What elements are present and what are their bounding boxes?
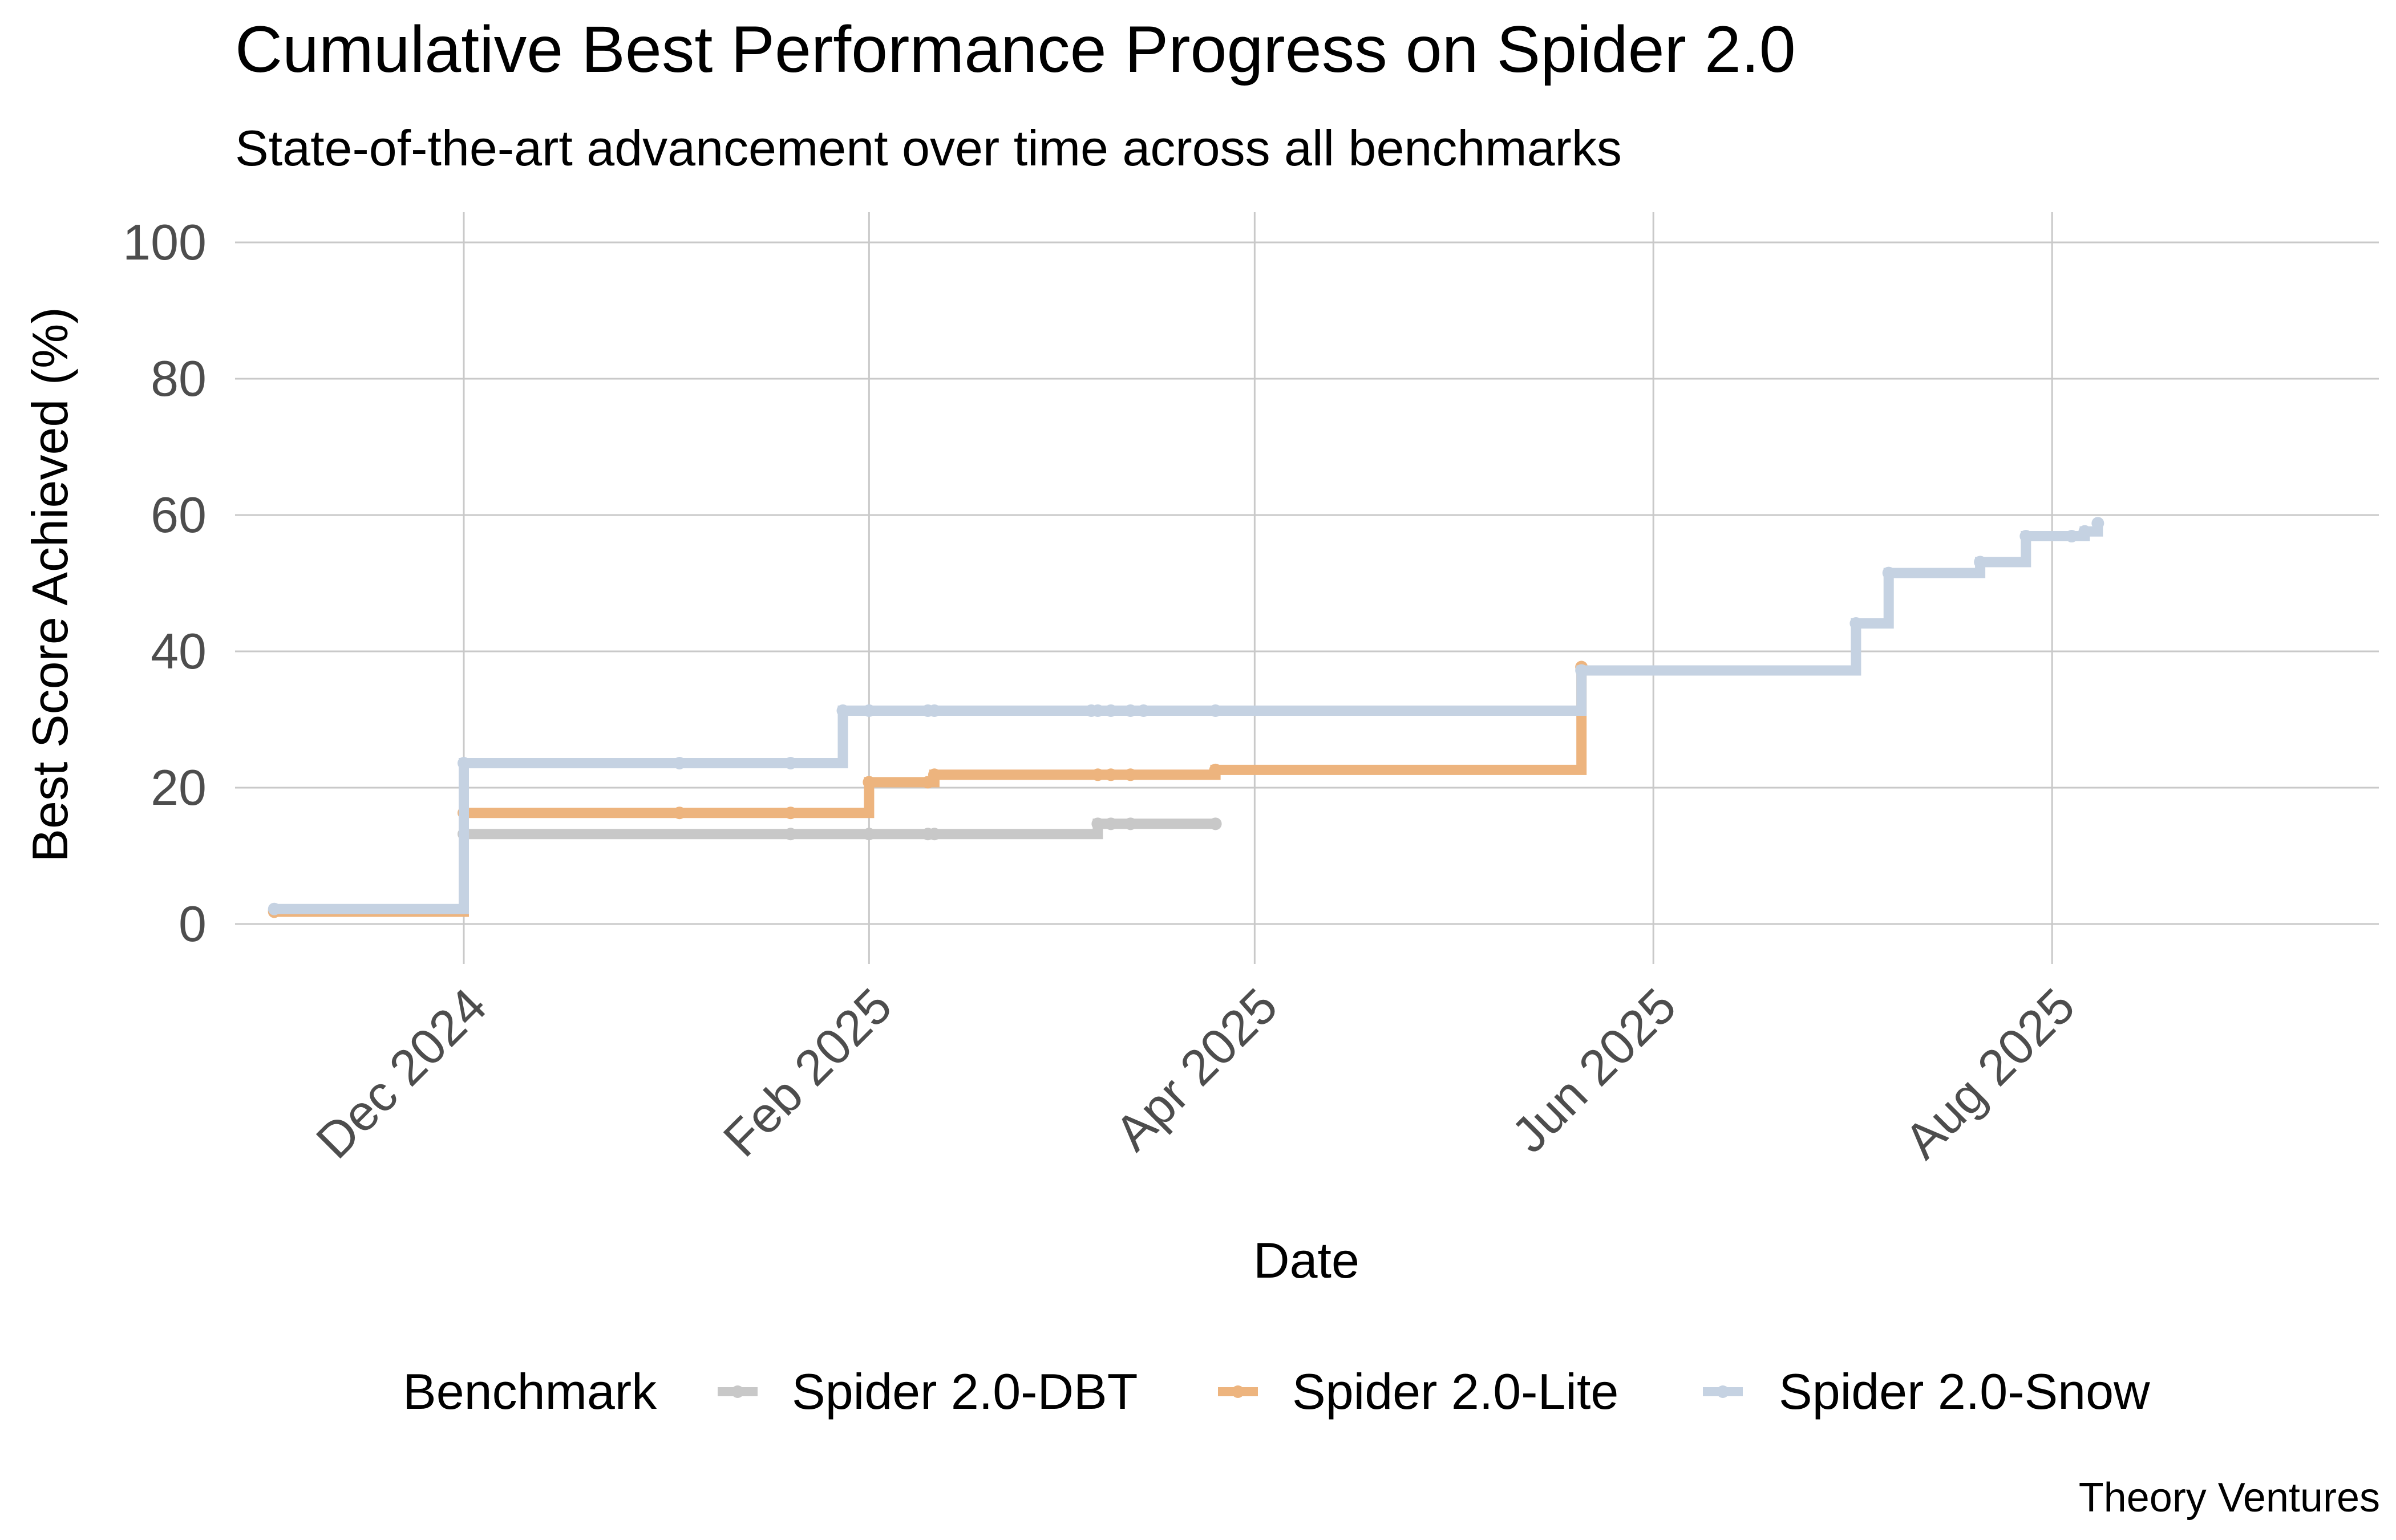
- legend-item: Spider 2.0-Lite: [1218, 1363, 1618, 1420]
- data-point: [1974, 556, 1987, 569]
- series-line: [274, 667, 1587, 917]
- legend-key-point: [1717, 1385, 1729, 1398]
- data-point: [1091, 817, 1104, 830]
- data-point: [673, 756, 686, 769]
- data-point: [1124, 817, 1137, 830]
- chart-title: Cumulative Best Performance Progress on …: [235, 13, 1796, 86]
- x-tick-label: Jun 2025: [1501, 977, 1687, 1163]
- legend-label: Spider 2.0-Snow: [1779, 1363, 2150, 1420]
- data-point: [1104, 704, 1118, 717]
- data-point: [1104, 817, 1118, 830]
- data-point: [784, 756, 797, 769]
- legend-item: Spider 2.0-DBT: [718, 1363, 1138, 1420]
- x-tick-label: Aug 2025: [1893, 977, 2085, 1169]
- data-point: [928, 828, 941, 841]
- caption: Theory Ventures: [2079, 1475, 2380, 1521]
- data-point: [268, 902, 281, 915]
- data-point: [1882, 566, 1895, 579]
- data-point: [1137, 704, 1150, 717]
- y-tick-label: 40: [151, 623, 207, 679]
- plot-area: [268, 517, 2104, 918]
- data-point: [928, 768, 941, 781]
- y-tick-label: 100: [123, 214, 207, 270]
- y-tick-label: 0: [179, 895, 207, 952]
- data-point: [2091, 517, 2104, 530]
- data-point: [863, 704, 876, 717]
- y-tick-label: 20: [151, 759, 207, 816]
- data-point: [784, 807, 797, 820]
- data-point: [673, 807, 686, 820]
- x-axis-label: Date: [1253, 1232, 1359, 1288]
- x-axis: Dec 2024 Feb 2025 Apr 2025 Jun 2025 Aug 2025: [305, 977, 2086, 1169]
- data-point: [2065, 530, 2078, 543]
- series-line: [274, 818, 1216, 916]
- y-axis-label: Best Score Achieved (%): [22, 307, 78, 862]
- data-point: [928, 704, 941, 717]
- legend-key-point: [731, 1385, 744, 1398]
- data-point: [836, 704, 849, 717]
- series-line: [274, 523, 2103, 914]
- series-spider-2-0-dbt: [268, 817, 1222, 917]
- data-point: [1124, 704, 1137, 717]
- x-tick-label: Feb 2025: [713, 977, 902, 1167]
- data-point: [1209, 704, 1222, 717]
- data-point: [2019, 530, 2033, 543]
- y-axis: 0 20 40 60 80 100: [123, 214, 207, 952]
- data-point: [1091, 768, 1104, 781]
- legend-label: Spider 2.0-DBT: [792, 1363, 1138, 1420]
- data-point: [863, 776, 876, 789]
- grid: [235, 212, 2379, 964]
- legend-item: Spider 2.0-Snow: [1703, 1363, 2150, 1420]
- legend-label: Spider 2.0-Lite: [1292, 1363, 1618, 1420]
- chart-subtitle: State-of-the-art advancement over time a…: [235, 120, 1622, 176]
- x-tick-label: Dec 2024: [305, 977, 497, 1169]
- data-point: [1849, 617, 1863, 630]
- y-tick-label: 60: [151, 487, 207, 543]
- data-point: [1209, 763, 1222, 776]
- data-point: [863, 828, 876, 841]
- data-point: [458, 756, 471, 769]
- data-point: [1209, 817, 1222, 830]
- data-point: [784, 828, 797, 841]
- data-point: [1124, 768, 1137, 781]
- y-tick-label: 80: [151, 350, 207, 407]
- legend-key-point: [1232, 1385, 1244, 1398]
- data-point: [1104, 768, 1118, 781]
- data-point: [2078, 525, 2091, 538]
- series-spider-2-0-snow: [268, 517, 2104, 915]
- data-point: [1091, 704, 1104, 717]
- legend: Benchmark Spider 2.0-DBT Spider 2.0-Lite S…: [403, 1363, 2150, 1420]
- data-point: [1575, 664, 1588, 677]
- legend-title: Benchmark: [403, 1363, 657, 1420]
- x-tick-label: Apr 2025: [1104, 977, 1288, 1161]
